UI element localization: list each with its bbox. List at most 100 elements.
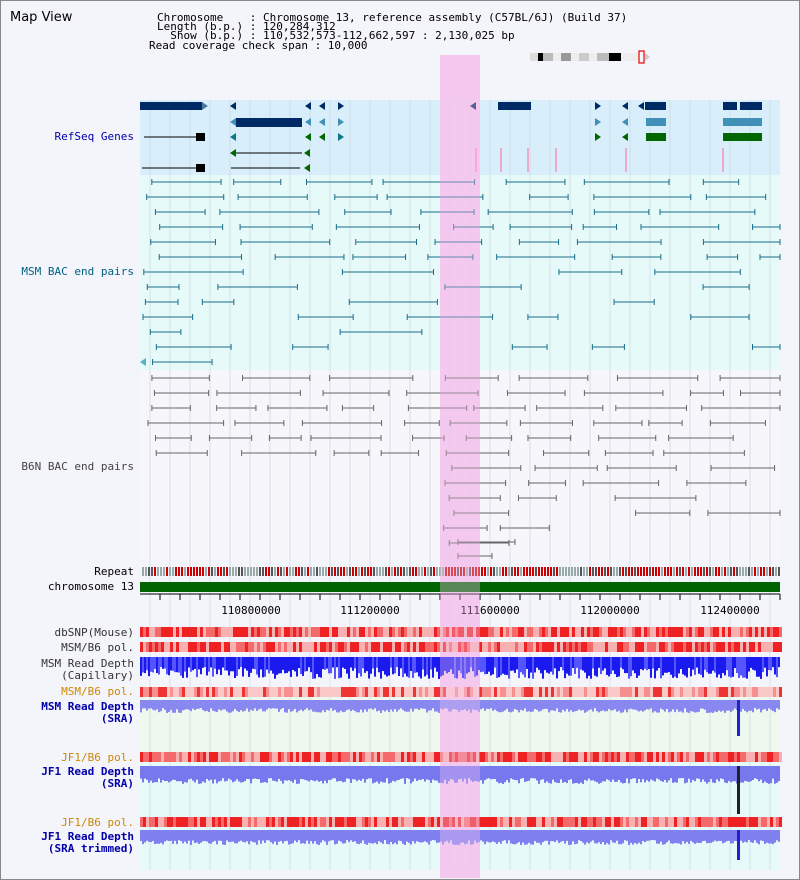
depth-bar — [262, 657, 264, 678]
depth-bar — [290, 766, 292, 782]
depth-bar — [610, 657, 612, 675]
depth-bar — [566, 657, 568, 674]
heat-cell — [407, 627, 410, 637]
gene-arrow — [338, 118, 344, 126]
heat-cell — [158, 752, 161, 762]
depth-bar — [574, 657, 576, 674]
heat-cell — [479, 627, 482, 637]
depth-bar — [516, 766, 518, 781]
depth-bar — [394, 657, 396, 674]
depth-bar — [742, 830, 744, 843]
depth-bar — [368, 766, 370, 779]
depth-bar — [670, 766, 672, 779]
heat-cell — [434, 752, 437, 762]
heat-cell — [731, 752, 734, 762]
depth-bar — [406, 766, 408, 779]
heat-cell — [734, 817, 737, 827]
depth-bar — [182, 700, 184, 711]
msm-depth-sra-label[interactable]: MSM Read Depth (SRA) — [41, 700, 134, 725]
heat-cell — [530, 687, 533, 697]
heat-cell — [353, 752, 356, 762]
depth-bar — [288, 830, 290, 845]
heat-cell — [215, 752, 218, 762]
heat-cell — [410, 627, 413, 637]
heat-cell — [572, 752, 575, 762]
heat-cell — [743, 627, 746, 637]
heat-cell — [290, 642, 293, 652]
depth-bar — [576, 830, 578, 844]
msm-bac-label[interactable]: MSM BAC end pairs — [21, 265, 134, 278]
depth-bar — [392, 657, 394, 675]
heat-cell — [311, 642, 314, 652]
depth-bar — [516, 830, 518, 844]
heat-cell — [512, 627, 515, 637]
b6n-bac-label[interactable]: B6N BAC end pairs — [21, 460, 134, 473]
depth-bar — [680, 830, 682, 845]
heat-cell — [656, 817, 659, 827]
heat-cell — [716, 817, 719, 827]
depth-bar — [296, 766, 298, 784]
depth-bar — [680, 766, 682, 779]
depth-bar — [258, 830, 260, 841]
depth-bar — [336, 700, 338, 713]
depth-bar — [728, 766, 730, 781]
heat-cell — [698, 752, 701, 762]
heat-cell — [338, 642, 341, 652]
depth-bar — [758, 766, 760, 782]
depth-bar — [488, 657, 490, 672]
depth-bar — [184, 766, 186, 783]
depth-bar — [394, 700, 396, 710]
msm-b6-pol2-label[interactable]: MSM/B6 pol. — [61, 685, 134, 698]
depth-bar — [746, 830, 748, 843]
depth-bar — [174, 657, 176, 673]
depth-bar — [674, 657, 676, 677]
depth-bar — [608, 657, 610, 677]
heat-cell — [332, 642, 335, 652]
depth-bar — [518, 766, 520, 784]
refseq-genes-label[interactable]: RefSeq Genes — [54, 130, 134, 143]
depth-bar — [416, 766, 418, 781]
depth-bar — [310, 700, 312, 710]
heat-cell — [710, 817, 713, 827]
heat-cell — [389, 627, 392, 637]
heat-cell — [374, 752, 377, 762]
depth-bar — [156, 657, 158, 674]
jf1-b6-pol2-label[interactable]: JF1/B6 pol. — [61, 816, 134, 829]
dbsnp-label[interactable]: dbSNP(Mouse) — [54, 626, 134, 639]
depth-bar — [454, 830, 456, 845]
depth-bar — [428, 830, 430, 845]
heat-cell — [509, 817, 512, 827]
depth-bar — [706, 766, 708, 784]
heat-cell — [167, 817, 170, 827]
heat-cell — [158, 817, 161, 827]
msm-depth-cap-label[interactable]: MSM Read Depth (Capillary) — [41, 657, 134, 682]
heat-cell — [572, 817, 575, 827]
heat-cell — [665, 817, 668, 827]
depth-bar — [626, 766, 628, 779]
heat-cell — [740, 752, 743, 762]
depth-bar — [164, 657, 166, 669]
jf1-depth-sra-label[interactable]: JF1 Read Depth (SRA) — [41, 765, 134, 790]
heat-cell — [200, 687, 203, 697]
depth-bar — [204, 657, 206, 668]
heat-cell — [623, 687, 626, 697]
depth-bar — [640, 766, 642, 783]
msm-b6-pol-label[interactable]: MSM/B6 pol. — [61, 641, 134, 654]
depth-bar — [724, 700, 726, 713]
repeat-feature — [439, 567, 441, 576]
heat-cell — [365, 627, 368, 637]
jf1-depth-trim-label[interactable]: JF1 Read Depth (SRA trimmed) — [41, 830, 134, 855]
depth-bar — [766, 830, 768, 843]
heat-cell — [302, 752, 305, 762]
depth-bar — [560, 700, 562, 713]
heat-cell — [296, 687, 299, 697]
heat-cell — [155, 687, 158, 697]
jf1-b6-pol-label[interactable]: JF1/B6 pol. — [61, 751, 134, 764]
depth-bar — [650, 700, 652, 709]
depth-bar — [270, 830, 272, 843]
depth-bar — [236, 766, 238, 780]
heat-cell — [257, 627, 260, 637]
depth-bar — [516, 657, 518, 670]
heat-cell — [326, 752, 329, 762]
